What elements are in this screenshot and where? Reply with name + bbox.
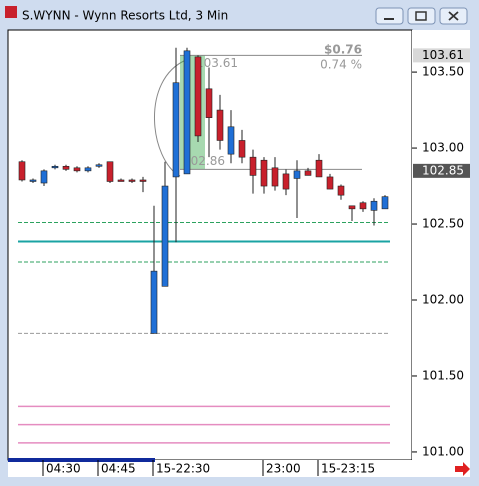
candle-body (128, 179, 136, 182)
candle-body (293, 170, 301, 179)
y-tick-label: 103.50 (422, 65, 464, 79)
measure-low-label: 102.86 (183, 154, 225, 168)
y-tick-label: 103.00 (422, 141, 464, 155)
measure-pct: 0.74 % (320, 58, 362, 72)
candle-body (348, 205, 356, 210)
candle-body (271, 167, 279, 187)
candle-body (238, 140, 246, 158)
last-price-box (413, 163, 470, 178)
y-tick-label: 101.00 (422, 444, 464, 458)
candle-body (370, 200, 378, 211)
candle-body (249, 156, 257, 176)
candle-body (73, 167, 81, 172)
candle-body (326, 176, 334, 190)
candle-body (315, 159, 323, 178)
high-marker-label: 103.61 (422, 48, 464, 62)
candle-body (194, 56, 202, 137)
candle-body (29, 179, 37, 182)
candle-body (337, 185, 345, 196)
x-tick-label: 15-22:30 (156, 462, 210, 476)
x-tick-label: 04:30 (46, 462, 81, 476)
candle-body (62, 165, 70, 170)
window-title: S.WYNN - Wynn Resorts Ltd, 3 Min (22, 9, 228, 23)
measure-change: $0.76 (324, 43, 362, 57)
measure-high-label: 103.61 (196, 56, 238, 70)
candle-body (95, 164, 103, 167)
candle-body (40, 170, 48, 184)
candle-body (205, 88, 213, 118)
window-buttons[interactable] (375, 7, 468, 25)
candle-body (139, 179, 147, 182)
x-tick-label: 15-23:15 (321, 462, 375, 476)
candle-body (106, 161, 114, 182)
candle-body (216, 109, 224, 141)
candle-body (381, 196, 389, 210)
candle-body (18, 161, 26, 181)
candle-body (117, 179, 125, 182)
y-tick-label: 101.50 (422, 368, 464, 382)
app-icon (5, 6, 17, 18)
last-price-label: 102.85 (422, 163, 464, 177)
candle-body (172, 82, 180, 178)
scroll-arrow[interactable] (455, 462, 470, 476)
close-icon (448, 11, 459, 21)
y-tick-label: 102.50 (422, 217, 464, 231)
high-marker-box (413, 48, 470, 63)
x-tick-label: 04:45 (101, 462, 136, 476)
candle-body (282, 173, 290, 190)
scroll-indicator (8, 458, 155, 462)
candle-body (260, 159, 268, 187)
candle-body (304, 170, 312, 176)
maximize-button[interactable] (407, 7, 436, 25)
candle-body (227, 126, 235, 155)
measure-arc (154, 59, 187, 177)
candle-body (359, 202, 367, 210)
candle-body (161, 185, 169, 287)
candle-body (150, 270, 158, 334)
y-tick-label: 102.00 (422, 293, 464, 307)
time-axis-area (8, 460, 470, 477)
candle-body (183, 50, 191, 175)
price-axis-area (412, 30, 470, 460)
candle-body (51, 165, 59, 169)
x-tick-label: 23:00 (266, 462, 301, 476)
candle-body (84, 167, 92, 172)
minimize-button[interactable] (375, 7, 404, 25)
maximize-icon (415, 11, 427, 21)
